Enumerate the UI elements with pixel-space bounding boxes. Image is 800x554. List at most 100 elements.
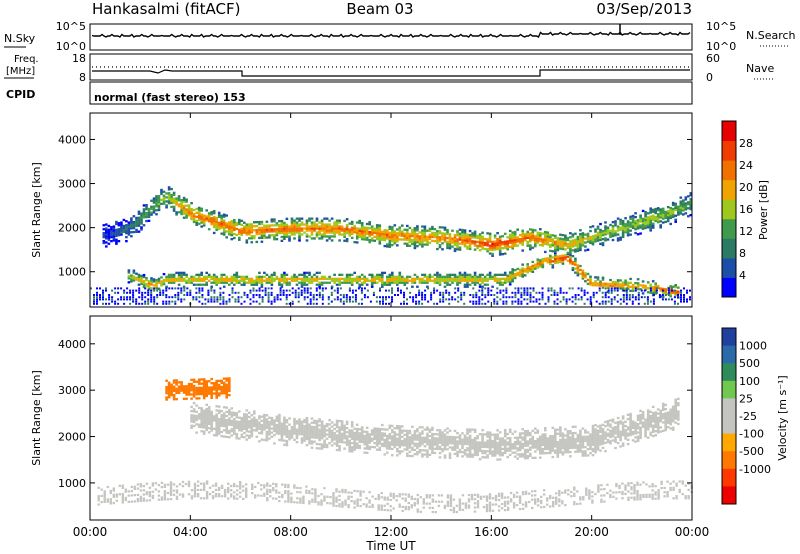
power-cell xyxy=(197,214,201,217)
power-cell xyxy=(415,300,418,303)
power-cell xyxy=(270,287,273,290)
velocity-cell xyxy=(546,443,550,446)
power-cell xyxy=(140,214,143,217)
power-cell xyxy=(628,296,631,299)
velocity-cell xyxy=(556,445,560,448)
power-cell xyxy=(481,298,484,301)
power-cell xyxy=(666,210,670,213)
power-cell xyxy=(155,283,158,286)
power-cell xyxy=(198,289,201,292)
power-cell xyxy=(436,240,439,243)
power-cell xyxy=(438,283,442,286)
power-cell xyxy=(348,296,351,299)
power-cell xyxy=(591,225,595,228)
velocity-cell xyxy=(576,448,580,451)
power-cell xyxy=(574,298,577,301)
power-cell xyxy=(393,275,397,278)
velocity-cell xyxy=(481,449,484,453)
power-cell xyxy=(631,224,635,228)
power-cell xyxy=(160,282,163,285)
velocity-cell xyxy=(207,431,211,434)
power-cell xyxy=(155,197,158,200)
power-cell xyxy=(298,235,301,238)
power-cell xyxy=(365,238,369,241)
power-cell xyxy=(312,296,315,299)
velocity-cell xyxy=(513,430,517,433)
power-cell xyxy=(463,279,467,282)
power-cell xyxy=(418,281,422,284)
power-cell xyxy=(549,243,552,246)
velocity-cell xyxy=(569,444,572,447)
power-cell xyxy=(496,247,499,251)
velocity-cell xyxy=(343,432,346,436)
power-cell xyxy=(614,224,617,227)
freq-label-1: Freq. xyxy=(14,54,39,65)
power-cell xyxy=(468,279,472,282)
power-cell xyxy=(651,216,655,219)
power-cell xyxy=(644,216,647,220)
power-cell xyxy=(476,277,479,280)
power-cell xyxy=(280,223,284,227)
power-cell xyxy=(539,238,542,241)
power-cell xyxy=(358,235,361,238)
power-cell xyxy=(222,215,226,218)
velocity-cell xyxy=(561,447,565,450)
velocity-cell xyxy=(220,430,223,434)
power-cell xyxy=(669,206,672,210)
power-cell xyxy=(255,221,259,224)
power-cell xyxy=(197,218,201,221)
power-cell xyxy=(385,296,387,299)
velocity-cell xyxy=(250,422,254,425)
power-cell xyxy=(373,239,376,242)
freq-panel: Freq. [MHz] 18 8 60 0 Nave xyxy=(4,52,774,84)
power-cell xyxy=(328,281,331,284)
power-cell xyxy=(255,275,259,278)
power-cell xyxy=(584,249,587,252)
power-cell xyxy=(622,296,625,299)
velocity-cell xyxy=(559,432,562,435)
power-cell xyxy=(350,281,354,284)
power-cell xyxy=(584,241,587,244)
velocity-cell xyxy=(338,428,341,431)
power-cell xyxy=(187,206,191,209)
power-cell xyxy=(503,246,507,249)
power-cell xyxy=(381,230,384,233)
velocity-cell xyxy=(441,431,444,434)
power-cell xyxy=(382,300,384,303)
power-cell xyxy=(90,287,92,290)
velocity-cell xyxy=(215,415,218,418)
velocity-cell xyxy=(566,436,570,439)
power-cell xyxy=(508,283,512,286)
velocity-cell xyxy=(315,430,319,433)
power-cell xyxy=(147,298,150,301)
velocity-cell xyxy=(421,440,424,444)
power-cell xyxy=(609,284,612,288)
power-cell xyxy=(677,207,680,210)
power-cell xyxy=(315,223,319,226)
velocity-cell xyxy=(335,419,339,422)
power-cell xyxy=(511,291,514,294)
power-cell xyxy=(172,191,176,194)
power-cell xyxy=(217,215,221,218)
power-cell xyxy=(619,285,622,288)
velocity-cell xyxy=(456,442,459,445)
velocity-cell xyxy=(516,440,519,444)
power-cell xyxy=(461,234,464,238)
power-cell xyxy=(556,249,560,252)
velocity-cell xyxy=(549,435,552,438)
power-cell xyxy=(468,239,472,243)
velocity-cell xyxy=(212,417,216,420)
power-cell xyxy=(656,219,660,222)
power-cell xyxy=(601,296,604,299)
velocity-cell xyxy=(571,444,575,447)
power-cell xyxy=(571,241,575,244)
power-cell xyxy=(200,221,203,224)
velocity-cell xyxy=(375,435,379,439)
power-cell xyxy=(531,228,535,231)
velocity-cell xyxy=(579,446,582,449)
power-cell xyxy=(381,273,384,276)
power-cell xyxy=(625,298,628,301)
power-cell xyxy=(222,298,225,301)
power-cell xyxy=(431,227,434,231)
power-cell xyxy=(365,228,369,231)
